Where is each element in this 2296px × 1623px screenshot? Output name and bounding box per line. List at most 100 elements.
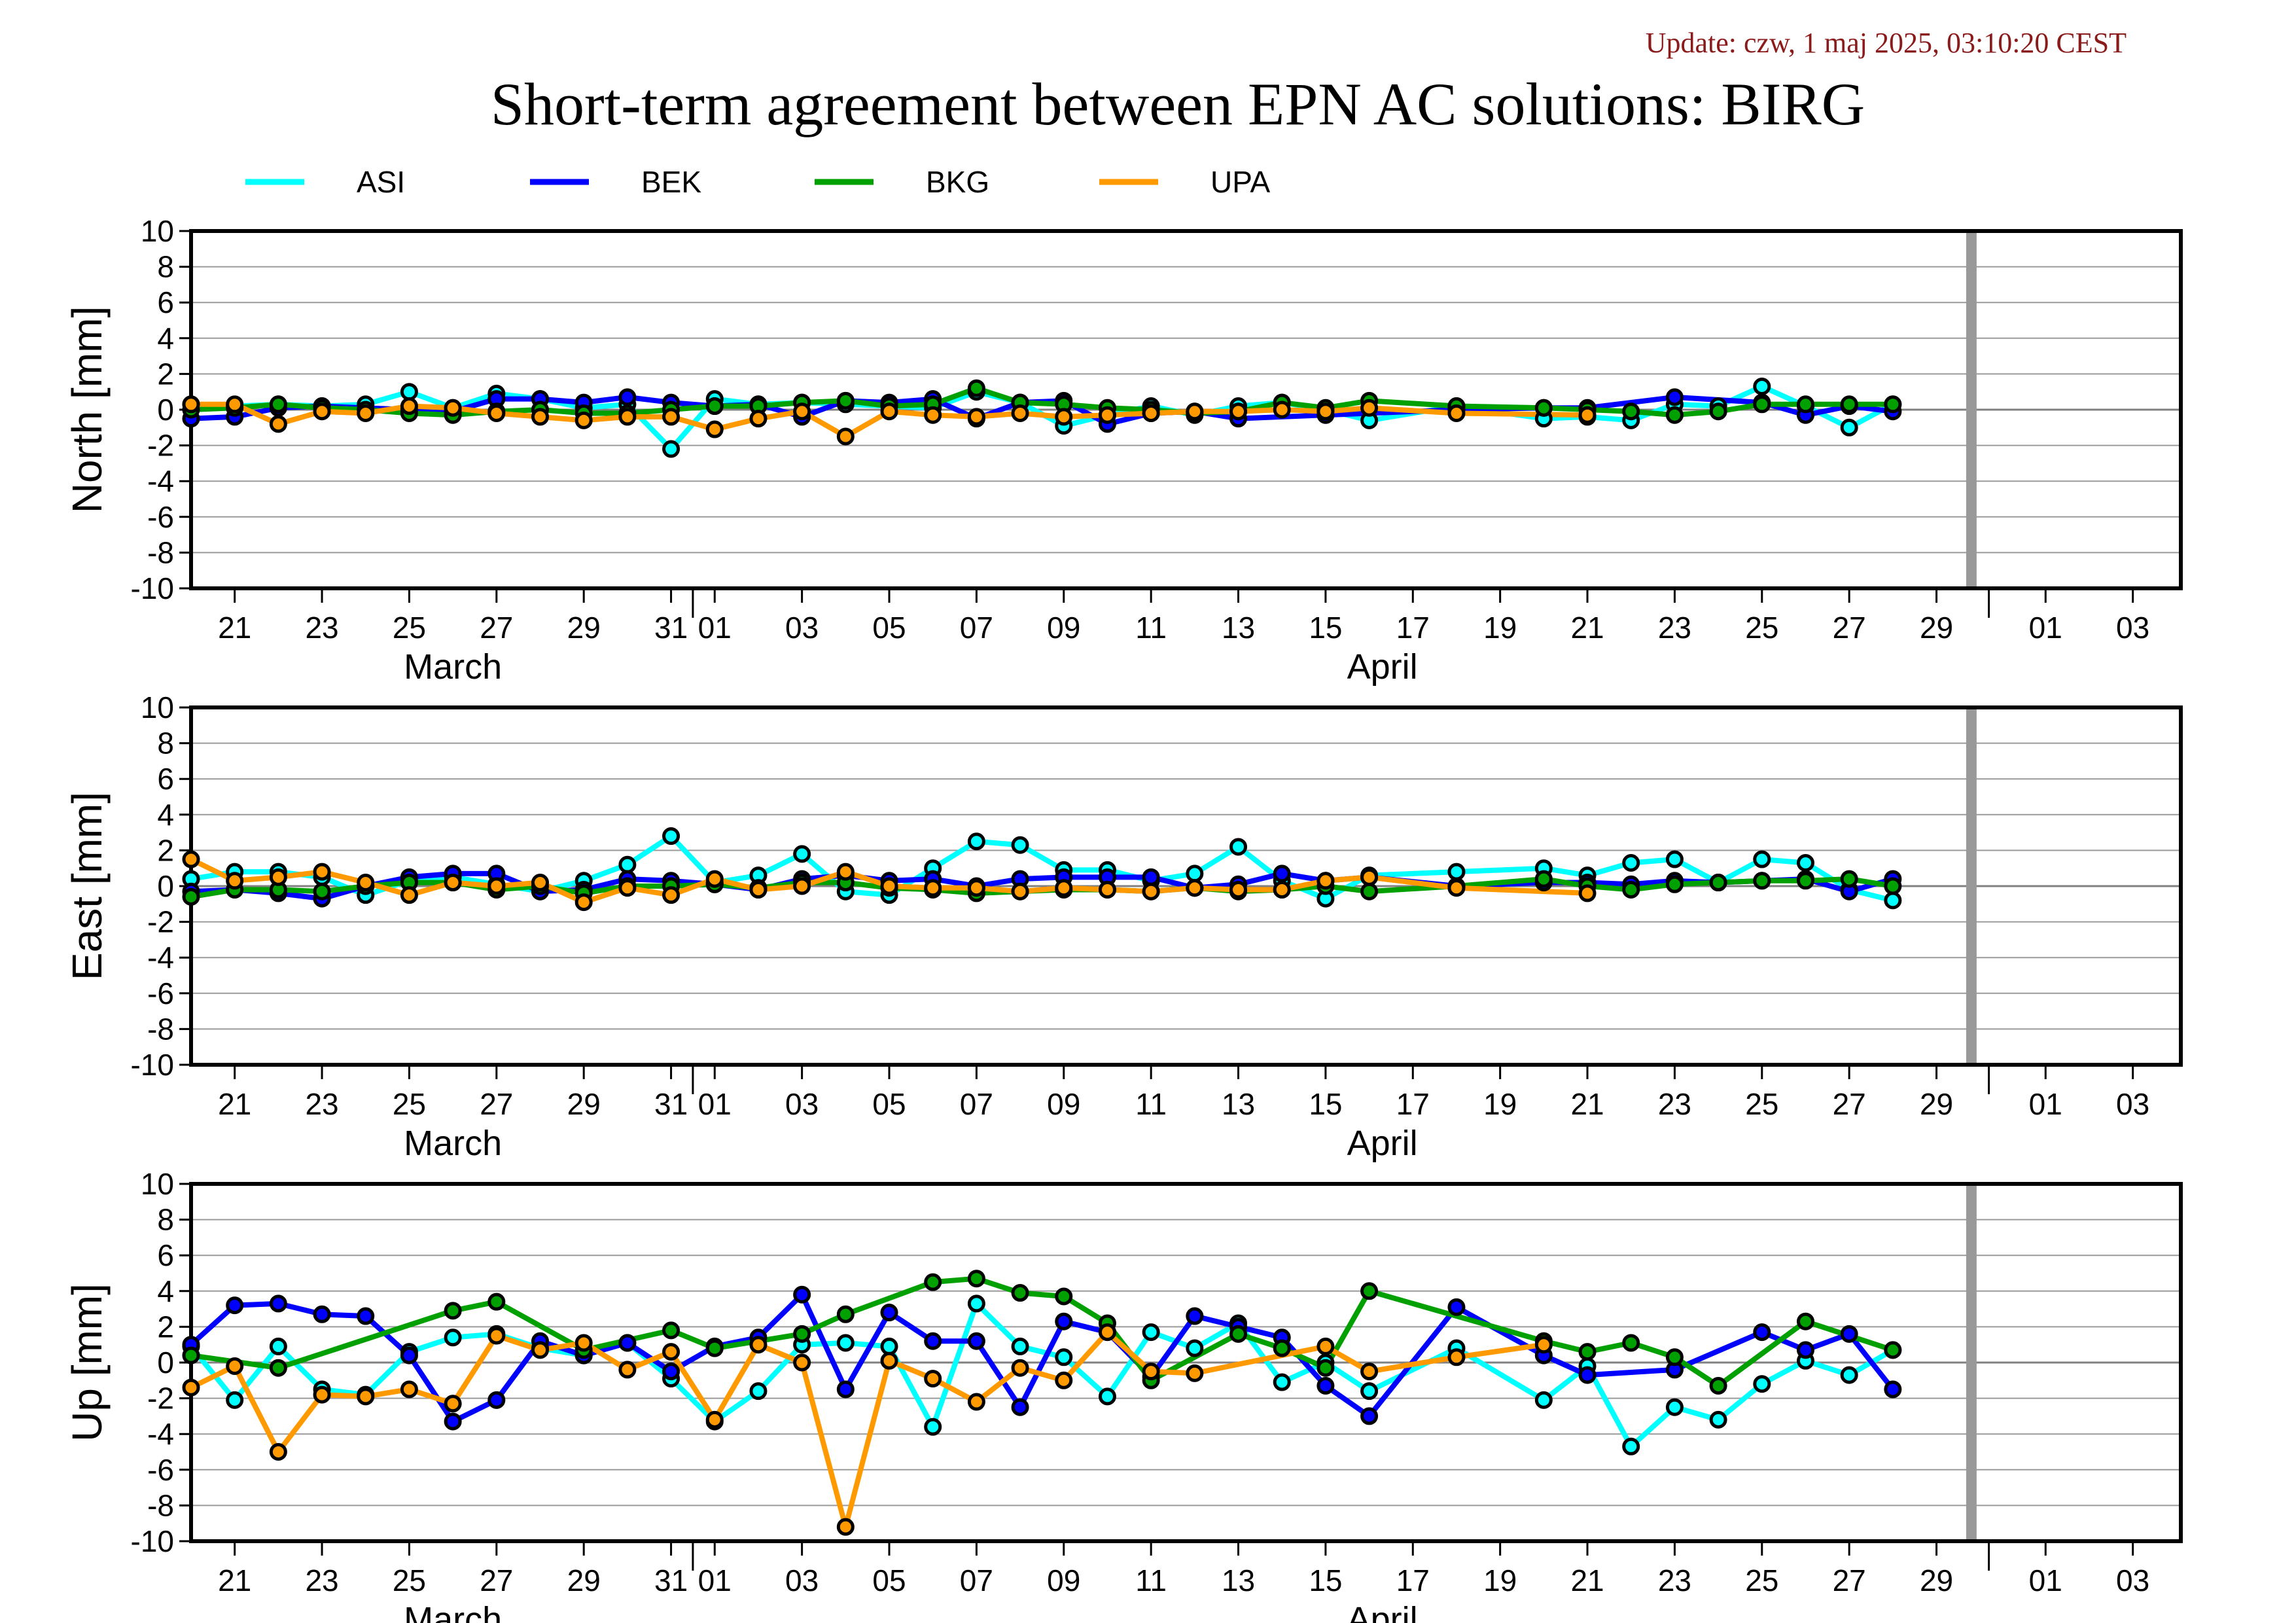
data-point-bkg xyxy=(269,1359,287,1377)
data-point-upa xyxy=(1360,1363,1379,1381)
data-point-bkg xyxy=(1622,880,1640,899)
data-point-upa xyxy=(313,863,331,881)
data-point-upa xyxy=(1273,401,1291,419)
data-point-asi xyxy=(1534,1391,1553,1409)
y-axis-title: East [mm] xyxy=(63,792,111,980)
data-point-upa xyxy=(400,397,418,416)
data-point-bkg xyxy=(836,1305,855,1323)
data-point-upa xyxy=(313,1385,331,1404)
data-point-bek xyxy=(618,1334,637,1352)
data-point-bkg xyxy=(1796,395,1814,414)
data-point-upa xyxy=(793,877,811,895)
x-tick-label: 19 xyxy=(1483,1087,1517,1121)
data-point-upa xyxy=(1360,399,1379,417)
y-tick-label: -6 xyxy=(147,1453,174,1487)
data-point-upa xyxy=(269,868,287,886)
y-tick-label: 6 xyxy=(157,1238,174,1272)
data-point-bek xyxy=(1360,1407,1379,1425)
x-tick-label: 27 xyxy=(480,1563,513,1597)
data-point-bek xyxy=(618,388,637,406)
data-point-asi xyxy=(1186,865,1204,883)
update-timestamp: Update: czw, 1 maj 2025, 03:10:20 CEST xyxy=(1646,27,2127,59)
data-point-asi xyxy=(400,383,418,401)
x-tick-label: 11 xyxy=(1135,1563,1167,1597)
data-point-upa xyxy=(313,402,331,421)
data-point-asi xyxy=(967,832,985,851)
data-point-bkg xyxy=(487,1293,506,1311)
x-tick-label: 17 xyxy=(1396,611,1430,645)
x-tick-label: 31 xyxy=(654,1087,688,1121)
x-tick-label: 31 xyxy=(654,611,688,645)
date-marker-bar xyxy=(1966,231,1977,588)
data-point-bkg xyxy=(1534,870,1553,888)
data-point-upa xyxy=(574,1334,593,1352)
x-tick-label: 01 xyxy=(2029,611,2062,645)
data-point-asi xyxy=(662,827,680,846)
y-tick-label: 10 xyxy=(141,214,174,248)
y-tick-label: 4 xyxy=(157,798,174,832)
data-point-bkg xyxy=(662,1321,680,1340)
data-point-upa xyxy=(226,395,244,414)
data-point-upa xyxy=(1229,880,1248,899)
data-point-bkg xyxy=(1578,1343,1597,1361)
x-tick-label: 25 xyxy=(393,1563,426,1597)
y-tick-label: -8 xyxy=(147,1012,174,1046)
data-point-upa xyxy=(705,1410,724,1429)
y-tick-label: -2 xyxy=(147,429,174,463)
data-point-asi xyxy=(226,1391,244,1409)
month-label-march: March xyxy=(404,1124,502,1163)
data-point-bkg xyxy=(1011,1284,1029,1302)
x-tick-label: 31 xyxy=(654,1563,688,1597)
data-point-upa xyxy=(1098,406,1116,424)
data-point-asi xyxy=(1360,1382,1379,1400)
x-tick-label: 07 xyxy=(960,611,993,645)
data-point-upa xyxy=(749,410,768,428)
data-point-upa xyxy=(1186,402,1204,421)
data-point-upa xyxy=(531,874,550,892)
x-tick-label: 29 xyxy=(1920,1563,1953,1597)
data-point-asi xyxy=(618,855,637,874)
month-label-april: April xyxy=(1347,647,1418,687)
data-point-upa xyxy=(1578,406,1597,424)
data-point-upa xyxy=(1142,882,1160,901)
data-point-asi xyxy=(1840,418,1858,437)
y-tick-label: 0 xyxy=(157,869,174,903)
data-point-upa xyxy=(269,415,287,433)
x-tick-label: 03 xyxy=(785,1087,819,1121)
y-tick-label: -10 xyxy=(131,1048,174,1082)
data-point-asi xyxy=(1273,1373,1291,1391)
y-tick-label: -2 xyxy=(147,1382,174,1416)
data-point-upa xyxy=(705,420,724,438)
legend-label-bek: BEK xyxy=(641,165,701,199)
data-point-bek xyxy=(444,1412,462,1431)
data-point-upa xyxy=(836,1518,855,1536)
data-point-asi xyxy=(1229,838,1248,856)
data-point-upa xyxy=(967,408,985,426)
data-point-upa xyxy=(400,886,418,904)
data-point-asi xyxy=(1098,1387,1116,1406)
data-point-upa xyxy=(618,879,637,897)
x-tick-label: 29 xyxy=(567,611,601,645)
data-point-upa xyxy=(1316,1337,1335,1355)
y-tick-label: 0 xyxy=(157,1346,174,1380)
data-point-bek xyxy=(1753,1323,1771,1342)
x-tick-label: 29 xyxy=(1920,611,1953,645)
x-tick-label: 27 xyxy=(1833,1563,1866,1597)
data-point-upa xyxy=(662,886,680,904)
data-point-asi xyxy=(793,845,811,863)
x-tick-label: 01 xyxy=(2029,1087,2062,1121)
x-tick-label: 23 xyxy=(1658,611,1691,645)
data-point-bkg xyxy=(1884,877,1902,895)
x-tick-label: 29 xyxy=(1920,1087,1953,1121)
data-point-bek xyxy=(1011,1398,1029,1416)
data-point-asi xyxy=(1753,1375,1771,1393)
x-tick-label: 11 xyxy=(1135,1087,1167,1121)
x-tick-label: 09 xyxy=(1047,611,1080,645)
data-point-bek xyxy=(1665,388,1684,406)
data-point-bkg xyxy=(1360,882,1379,901)
data-point-asi xyxy=(1011,1337,1029,1355)
x-tick-label: 09 xyxy=(1047,1563,1080,1597)
x-tick-label: 17 xyxy=(1396,1563,1430,1597)
data-point-upa xyxy=(444,1395,462,1413)
data-point-bkg xyxy=(705,1339,724,1357)
